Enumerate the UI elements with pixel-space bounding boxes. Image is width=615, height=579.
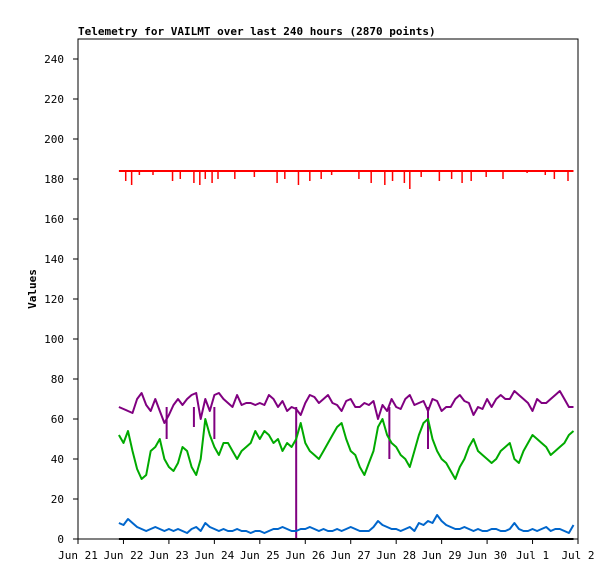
x-tick-label: Jun 26 [285,549,325,562]
y-axis-label: Values [26,269,39,309]
x-tick-label: Jun 30 [467,549,507,562]
y-tick-label: 200 [44,133,64,146]
x-tick-label: Jun 29 [422,549,462,562]
chart-title: Telemetry for VAILMT over last 240 hours… [78,25,436,38]
x-tick-label: Jun 25 [240,549,280,562]
x-tick-label: Jul 1 [516,549,549,562]
series-3 [118,514,575,534]
y-tick-label: 140 [44,253,64,266]
series-line [118,514,575,534]
series-line [118,418,575,480]
y-tick-label: 220 [44,93,64,106]
y-tick-label: 240 [44,53,64,66]
x-tick-label: Jun 23 [149,549,189,562]
series-1 [118,390,574,539]
series-line [118,390,574,424]
y-tick-label: 80 [51,373,64,386]
x-axis: Jun 21 Jun 22 Jun 23 Jun 24 Jun 25 Jun 26 Jun … [58,539,595,562]
x-tick-label: Jun 28 [376,549,416,562]
y-tick-label: 120 [44,293,64,306]
x-tick-label: Jun 24 [194,549,234,562]
y-tick-label: 60 [51,413,64,426]
y-tick-label: 40 [51,453,64,466]
y-tick-label: 0 [57,533,64,546]
x-tick-label: Jun 27 [331,549,371,562]
y-tick-label: 100 [44,333,64,346]
series-group [118,170,575,540]
x-tick-label: Jun 22 [104,549,144,562]
x-tick-label: Jul 2 [561,549,594,562]
series-2 [118,418,575,480]
x-tick-label: Jun 21 [58,549,98,562]
y-axis: 0 20 40 60 80 100 120 140 160 180 200 220 240 [44,53,78,546]
y-tick-label: 180 [44,173,64,186]
plot-area [77,38,579,540]
y-tick-label: 20 [51,493,64,506]
y-tick-label: 160 [44,213,64,226]
series-0 [118,170,574,189]
